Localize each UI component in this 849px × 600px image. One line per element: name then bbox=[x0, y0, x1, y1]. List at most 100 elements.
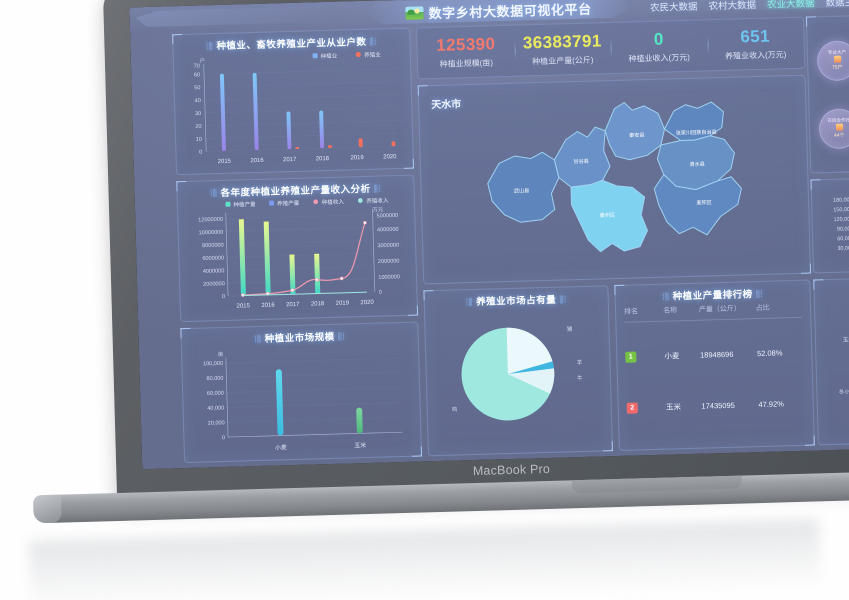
svg-text:10000000: 10000000 bbox=[199, 230, 224, 237]
right-bottom-label-0: 玉米 bbox=[843, 335, 849, 343]
kpi-value: 651 bbox=[740, 26, 771, 47]
chart2-line-breeding-income bbox=[242, 291, 367, 297]
svg-text:2019: 2019 bbox=[350, 155, 364, 161]
rank-title: 种植业产量排行榜 bbox=[672, 289, 753, 303]
page-title: 数字乡村大数据可视化平台 bbox=[428, 1, 592, 22]
pie-slice-pig bbox=[506, 327, 553, 375]
svg-text:8000000: 8000000 bbox=[202, 243, 224, 250]
laptop-reflection bbox=[29, 518, 821, 600]
chart1-legend: 种植业 养殖业 bbox=[312, 50, 381, 60]
svg-text:2016: 2016 bbox=[261, 303, 275, 309]
svg-text:2016: 2016 bbox=[250, 158, 264, 164]
tianshui-map[interactable]: 武山县 甘谷县 秦安县 张家川回族自治县 清水县 麦积区 秦州区 bbox=[419, 76, 810, 284]
chart2-legend-label-2: 种植收入 bbox=[322, 197, 345, 206]
right-chart-yticks: 180,000 150,000 120,000 90,000 60,000 30… bbox=[833, 197, 849, 252]
right-chart-svg: 亩 180,000 150,000 120,000 90,000 60,000 … bbox=[833, 197, 849, 252]
chart2-line-planting-income bbox=[242, 222, 366, 296]
laptop-screen-bezel: 数字乡村大数据可视化平台 农民大数据 农村大数据 农业大数据 数据主题 1253… bbox=[129, 0, 849, 470]
region-qinzhou bbox=[570, 179, 648, 253]
chart1-plot: 户 种植业 养殖业 bbox=[174, 45, 413, 173]
pie-label-pig: 猪 bbox=[567, 325, 573, 333]
chart1-legend-label-0: 种植业 bbox=[320, 52, 337, 60]
svg-text:2020: 2020 bbox=[360, 300, 374, 306]
nav-item-farmer[interactable]: 农民大数据 bbox=[649, 1, 698, 14]
svg-text:40,000: 40,000 bbox=[207, 405, 224, 411]
chart-panel-right-scale: 亩 180,000 150,000 120,000 90,000 60,000 … bbox=[810, 177, 849, 274]
kpi-label: 种植业产量(公斤) bbox=[532, 55, 594, 67]
output-cell: 18948696 bbox=[699, 349, 734, 360]
badge-count: 75户 bbox=[831, 64, 843, 72]
svg-text:2000000: 2000000 bbox=[203, 281, 225, 288]
chart3-bar-wheat bbox=[275, 369, 284, 436]
badge-panel: 专业大户 75户 农民合作社 44个 bbox=[805, 14, 849, 174]
kpi-value: 0 bbox=[653, 29, 664, 50]
svg-text:2015: 2015 bbox=[237, 303, 251, 309]
rank-title-row: ⦙⫼ 种植业产量排行榜 ⫼⦙ bbox=[615, 285, 809, 304]
region-label-wushan: 武山县 bbox=[514, 186, 530, 194]
svg-text:60: 60 bbox=[194, 72, 200, 78]
kpi-label: 种植业规模(亩) bbox=[439, 58, 494, 69]
svg-text:180,000: 180,000 bbox=[833, 197, 849, 204]
chart1-yticks: 0 10 20 30 40 50 60 70 bbox=[194, 63, 203, 155]
rank-table-panel: ⦙⫼ 种植业产量排行榜 ⫼⦙ 排名 名称 产量（公斤） 占比 1 小麦 bbox=[614, 279, 815, 451]
pie-label-cow: 牛 bbox=[577, 374, 583, 382]
chart-panel-breeding-share: ⦙⫼ 养殖业市场占有量 ⫼⦙ bbox=[423, 285, 613, 457]
svg-text:20,000: 20,000 bbox=[208, 420, 225, 426]
region-qinan bbox=[604, 101, 665, 161]
pie-svg: 猪 羊 牛 鸡 bbox=[452, 325, 583, 421]
region-label-qinzhou: 秦州区 bbox=[600, 211, 616, 219]
column-header-name: 名称 bbox=[663, 307, 678, 315]
region-label-qinan: 秦安县 bbox=[629, 131, 645, 139]
laptop-base-foot bbox=[32, 494, 62, 524]
kpi-card-planting-output[interactable]: 36383791 种植业产量(公斤) bbox=[514, 31, 611, 67]
share-cell: 52.08% bbox=[756, 348, 783, 359]
column-header-share: 占比 bbox=[755, 304, 770, 313]
chart1-bars-breeding bbox=[295, 138, 396, 150]
svg-text:2000000: 2000000 bbox=[378, 258, 400, 265]
region-label-maiji: 麦积区 bbox=[696, 198, 712, 206]
kpi-card-breeding-income[interactable]: 651 养殖业收入(万元) bbox=[707, 26, 804, 62]
right-chart-plot: 亩 180,000 150,000 120,000 90,000 60,000 … bbox=[812, 183, 849, 271]
kpi-strip: 125390 种植业规模(亩) 36383791 种植业产量(公斤) 0 种植业… bbox=[416, 16, 806, 80]
svg-text:3000000: 3000000 bbox=[377, 243, 399, 250]
svg-text:2015: 2015 bbox=[218, 159, 232, 165]
table-row[interactable]: 2 玉米 17435095 47.92% bbox=[626, 398, 805, 414]
nav-item-agriculture[interactable]: 农业大数据 bbox=[766, 0, 815, 11]
kpi-card-planting-scale[interactable]: 125390 种植业规模(亩) bbox=[417, 34, 514, 70]
badge-title: 专业大户 bbox=[827, 49, 847, 55]
svg-text:50: 50 bbox=[194, 85, 200, 91]
table-row[interactable]: 1 小麦 18948696 52.08% bbox=[625, 347, 803, 363]
pie-slice-sheep bbox=[507, 361, 554, 375]
rank-cell: 2 bbox=[626, 402, 666, 414]
nav-item-village[interactable]: 农村大数据 bbox=[708, 0, 757, 13]
name-cell: 玉米 bbox=[665, 402, 682, 412]
right-bottom-plot: 亩 玉米 冬小麦 0 bbox=[815, 289, 849, 443]
svg-text:150,000: 150,000 bbox=[833, 207, 849, 214]
main-nav[interactable]: 农民大数据 农村大数据 农业大数据 数据主题 bbox=[650, 0, 849, 14]
chart2-legend-label-3: 养殖收入 bbox=[366, 196, 389, 205]
chart1-legend-label-1: 养殖业 bbox=[364, 50, 381, 58]
share-cell: 47.92% bbox=[758, 399, 784, 410]
chart3-yticks: 0 20,000 40,000 60,000 80,000 100,000 bbox=[203, 361, 225, 441]
chart3-svg: 亩 0 bbox=[203, 350, 403, 452]
card-icon bbox=[833, 56, 841, 64]
badge-count: 44个 bbox=[833, 132, 845, 140]
svg-text:60,000: 60,000 bbox=[837, 236, 849, 242]
svg-text:0: 0 bbox=[199, 150, 202, 156]
title-tick-left: ⦙⫼ bbox=[662, 291, 670, 302]
svg-text:2019: 2019 bbox=[336, 301, 350, 307]
chart-panel-output-income: ⦙⫼ 各年度种植业养殖业产量收入分析 ⫼⦙ 种植产量 养殖产量 bbox=[176, 174, 419, 323]
svg-text:80,000: 80,000 bbox=[206, 376, 223, 382]
chart2-xticks: 2015 2016 2017 2018 2019 2020 bbox=[237, 300, 375, 310]
svg-text:2020: 2020 bbox=[383, 154, 397, 160]
badge-large-household[interactable]: 专业大户 75户 bbox=[816, 40, 849, 82]
output-cell: 17435095 bbox=[701, 400, 735, 411]
svg-text:30: 30 bbox=[195, 111, 201, 117]
landscape-icon bbox=[405, 6, 424, 20]
badge-cooperative[interactable]: 农民合作社 44个 bbox=[818, 108, 849, 150]
svg-text:6000000: 6000000 bbox=[202, 255, 224, 262]
svg-text:4000000: 4000000 bbox=[203, 268, 225, 275]
region-label-zhangjiachuan: 张家川回族自治县 bbox=[676, 128, 717, 137]
nav-item-theme[interactable]: 数据主题 bbox=[825, 0, 849, 10]
kpi-card-planting-income[interactable]: 0 种植业收入(万元) bbox=[610, 29, 707, 65]
